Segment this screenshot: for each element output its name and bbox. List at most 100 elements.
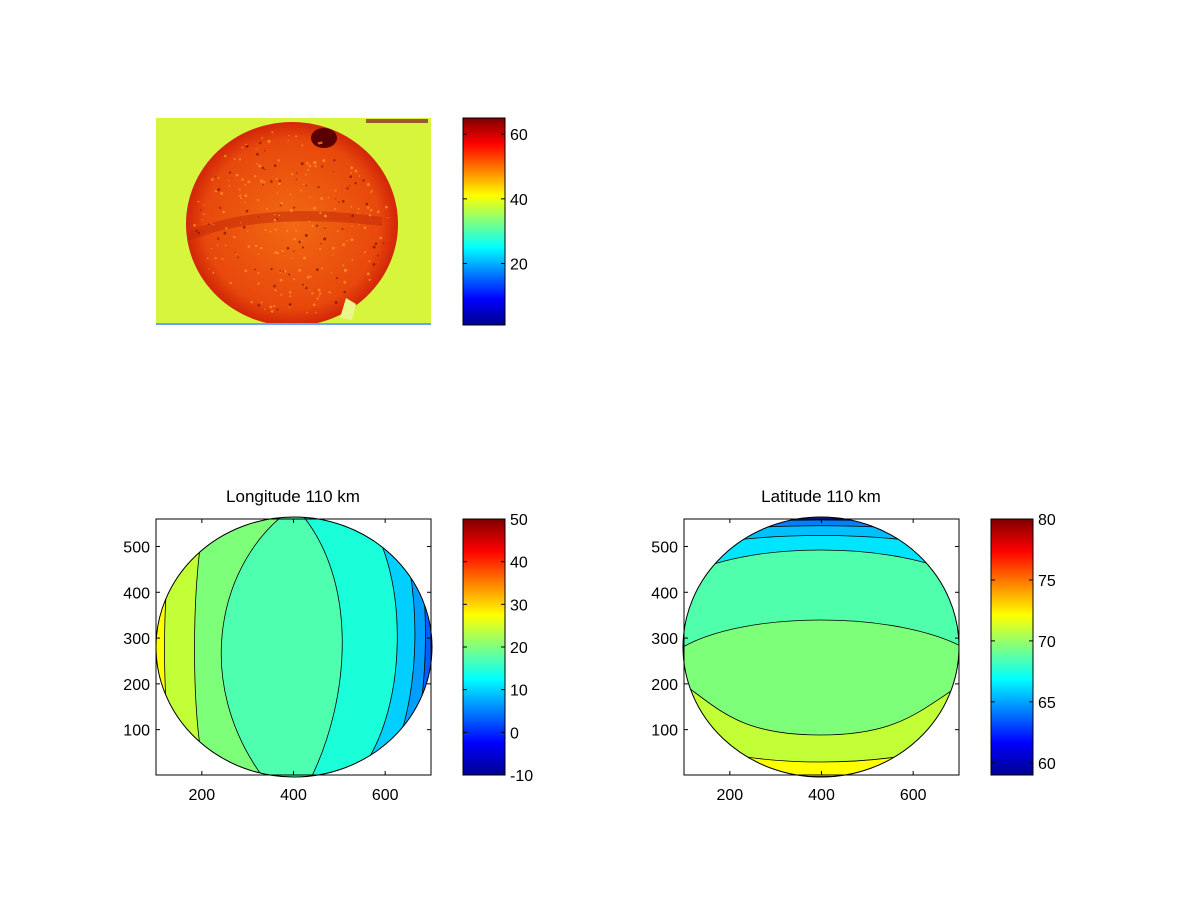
colorbar-tick-label: 75 — [1038, 573, 1056, 590]
speckle — [273, 284, 276, 288]
speckle — [335, 277, 339, 280]
speckle — [257, 216, 260, 218]
y-tick-label: 400 — [651, 585, 678, 602]
speckle — [321, 165, 324, 168]
speckle — [345, 239, 348, 242]
speckle — [319, 248, 322, 251]
speckle — [365, 202, 369, 206]
colorbar-image: 20 40 60 — [462, 117, 528, 326]
colorbar-image-bar — [462, 117, 506, 326]
speckle — [264, 228, 267, 231]
x-tick-label: 200 — [716, 787, 743, 804]
colorbar-latitude: 60 65 70 75 80 — [990, 512, 1056, 776]
speckle — [289, 295, 292, 298]
speckle — [274, 228, 277, 231]
speckle — [290, 173, 294, 176]
speckle — [225, 227, 228, 230]
speckle — [308, 220, 311, 223]
speckle — [288, 306, 291, 308]
speckle — [203, 204, 205, 206]
speckle — [228, 171, 232, 174]
colorbar-longitude-ticks: -10 0 10 20 30 40 50 — [463, 512, 533, 785]
speckle — [289, 209, 293, 212]
speckle — [371, 189, 373, 192]
speckle — [304, 286, 308, 290]
speckle — [233, 158, 236, 160]
speckle — [350, 172, 352, 174]
speckle — [270, 180, 273, 183]
speckle — [247, 230, 249, 232]
speckle — [292, 278, 295, 281]
speckle — [222, 210, 225, 214]
speckle — [314, 164, 317, 168]
y-tick-label: 200 — [651, 677, 678, 694]
speckle — [313, 206, 317, 210]
speckle — [260, 246, 263, 250]
speckle — [239, 194, 242, 197]
speckle — [333, 159, 336, 162]
speckle — [298, 268, 302, 272]
speckle — [261, 137, 263, 139]
speckle — [288, 303, 292, 306]
speckle — [244, 269, 248, 273]
speckle — [257, 253, 260, 255]
speckle — [261, 166, 265, 170]
speckle — [294, 135, 298, 138]
speckle — [358, 224, 361, 226]
speckle — [270, 309, 274, 313]
speckle — [263, 150, 266, 152]
latitude-title: Latitude 110 km — [761, 487, 881, 506]
speckle — [311, 292, 314, 295]
speckle — [258, 164, 262, 168]
speckle — [260, 301, 263, 304]
speckle — [241, 146, 244, 149]
speckle — [242, 225, 246, 229]
dark-band — [188, 211, 382, 242]
speckle — [284, 221, 286, 224]
speckle — [318, 292, 322, 295]
y-tick-label: 300 — [123, 631, 150, 648]
speckle — [293, 237, 296, 241]
latitude-axis-ticks: 200 400 600 100 200 300 400 500 — [651, 519, 959, 804]
speckle — [384, 205, 388, 209]
speckle — [288, 273, 291, 276]
speckle — [263, 181, 266, 184]
speckle — [278, 214, 281, 217]
speckle — [223, 231, 227, 235]
speckle — [279, 271, 282, 274]
speckle — [240, 222, 242, 224]
speckle — [200, 209, 202, 211]
speckle — [315, 311, 317, 314]
speckle — [312, 303, 316, 307]
speckle — [279, 269, 282, 272]
speckle — [330, 292, 332, 294]
image-panel — [156, 118, 431, 325]
speckle — [306, 168, 310, 172]
speckle — [234, 251, 236, 254]
speckle — [273, 304, 276, 308]
speckle — [217, 176, 220, 179]
speckle — [195, 229, 198, 232]
speckle — [210, 178, 214, 181]
speckle — [304, 173, 307, 176]
speckle — [317, 185, 320, 189]
speckle — [334, 301, 338, 304]
speckle — [291, 257, 293, 259]
speckle — [287, 140, 289, 142]
speckle — [300, 162, 304, 166]
colorbar-tick-label: -10 — [510, 768, 533, 785]
speckle — [273, 218, 277, 222]
speckle — [214, 257, 217, 260]
speckle — [341, 228, 344, 231]
speckle — [351, 214, 354, 218]
speckle — [368, 260, 371, 263]
speckle — [350, 166, 354, 170]
speckle — [301, 246, 304, 249]
speckle — [354, 169, 358, 173]
speckle — [354, 182, 357, 185]
speckle — [368, 214, 371, 217]
speckle — [295, 178, 298, 181]
speckle — [323, 214, 327, 218]
longitude-title: Longitude 110 km — [226, 487, 360, 506]
speckle — [221, 257, 224, 260]
